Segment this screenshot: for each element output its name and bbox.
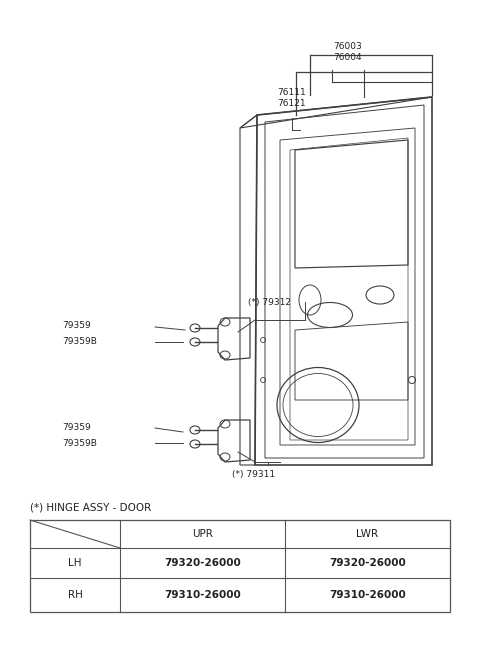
Ellipse shape: [190, 338, 200, 346]
Text: (*) 79311: (*) 79311: [232, 470, 275, 479]
Text: 79359B: 79359B: [62, 438, 97, 447]
Text: LWR: LWR: [357, 529, 379, 539]
Ellipse shape: [190, 440, 200, 448]
Text: 76111
76121: 76111 76121: [277, 88, 306, 108]
Text: (*) 79312: (*) 79312: [248, 297, 291, 307]
Text: 79310-26000: 79310-26000: [164, 590, 241, 600]
Text: 79320-26000: 79320-26000: [164, 558, 241, 568]
Text: LH: LH: [68, 558, 82, 568]
Text: 79359B: 79359B: [62, 337, 97, 346]
Text: 79359: 79359: [62, 322, 91, 331]
Text: UPR: UPR: [192, 529, 213, 539]
Bar: [30, 520, 450, 612]
Text: (*) HINGE ASSY - DOOR: (*) HINGE ASSY - DOOR: [30, 502, 151, 512]
Text: 76003
76004: 76003 76004: [334, 42, 362, 62]
Text: 79310-26000: 79310-26000: [329, 590, 406, 600]
Text: RH: RH: [68, 590, 83, 600]
Ellipse shape: [190, 324, 200, 332]
Ellipse shape: [190, 426, 200, 434]
Text: 79320-26000: 79320-26000: [329, 558, 406, 568]
Text: 79359: 79359: [62, 424, 91, 432]
